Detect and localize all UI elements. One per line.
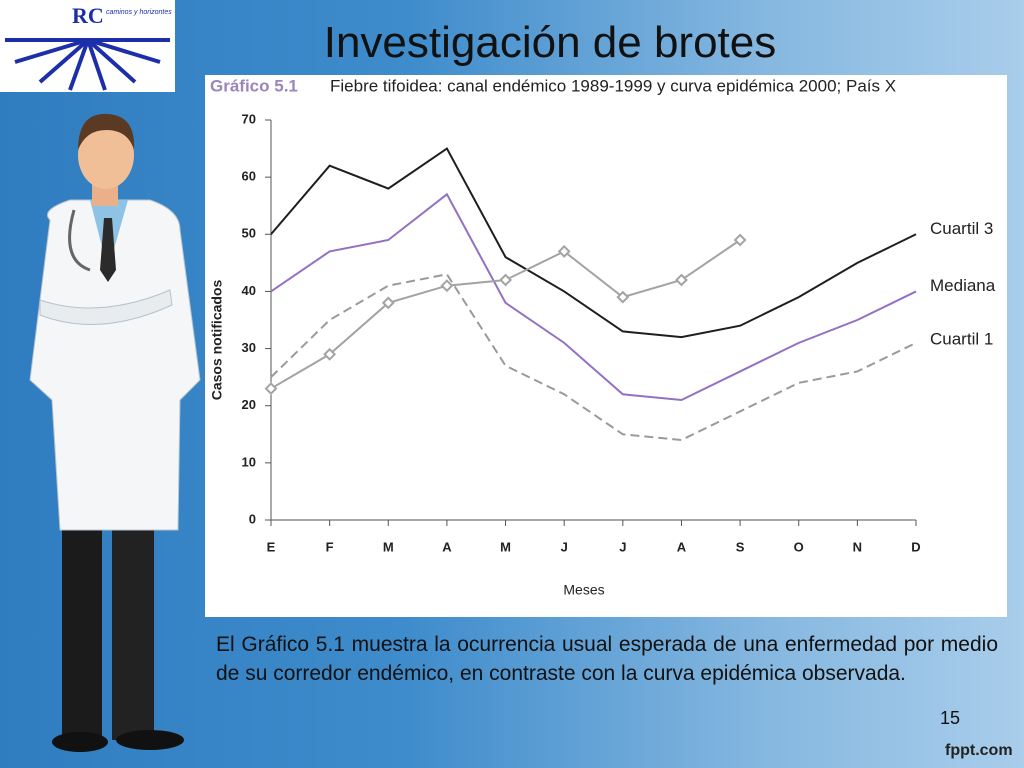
chart-panel: Gráfico 5.1 Fiebre tifoidea: canal endém… [205,75,1007,617]
x-tick-label: S [736,539,745,554]
series-line [270,192,917,402]
series-marker [675,273,688,287]
body-text: El Gráfico 5.1 muestra la ocurrencia usu… [216,633,998,685]
page-number: 15 [940,708,961,728]
y-tick-label: 70 [242,111,256,126]
x-tick-label: D [911,539,920,554]
y-tick-label: 10 [242,454,256,469]
series-marker [499,273,512,287]
footer: fppt.com [945,742,1013,759]
series-marker [557,245,571,258]
y-tick-label: 50 [242,226,256,241]
logo: RC caminos y horizontes [0,0,175,92]
series-line [270,147,917,339]
x-tick-label: M [383,539,394,554]
slide-title: Investigación de brotes [323,18,777,67]
x-tick-label: F [326,539,334,554]
y-tick-label: 60 [242,169,256,184]
x-tick-label: A [442,539,452,554]
series-label: Cuartil 1 [930,329,993,348]
y-tick-label: 0 [249,511,256,526]
x-tick-label: A [677,539,687,554]
chart-title: Fiebre tifoidea: canal endémico 1989-199… [330,76,896,95]
logo-text: caminos y horizontes [106,9,172,16]
y-axis-label: Casos notificados [209,280,225,401]
chart-title-prefix: Gráfico 5.1 [210,76,298,95]
series-marker [616,290,630,304]
x-tick-label: N [853,539,862,554]
series-marker [440,279,454,293]
y-tick-label: 30 [242,340,256,355]
series-line [270,239,741,390]
series-marker [264,382,278,395]
x-tick-label: J [619,539,626,554]
series-marker [323,347,337,361]
chart: Gráfico 5.1 Fiebre tifoidea: canal endém… [209,76,996,597]
x-tick-label: J [561,539,568,554]
series-marker [381,296,395,310]
logo-art: RC caminos y horizontes [5,3,172,91]
series-label: Mediana [930,276,996,295]
series-line [270,273,917,442]
y-tick-label: 20 [242,397,256,412]
svg-text:RC: RC [72,3,104,28]
y-tick-label: 40 [242,283,256,298]
x-tick-label: M [500,539,511,554]
x-axis-label: Meses [563,582,604,598]
doctor-illustration [29,113,201,752]
series-marker [733,233,747,247]
x-tick-label: O [794,539,804,554]
x-tick-label: E [267,539,276,554]
series-label: Cuartil 3 [930,219,993,238]
